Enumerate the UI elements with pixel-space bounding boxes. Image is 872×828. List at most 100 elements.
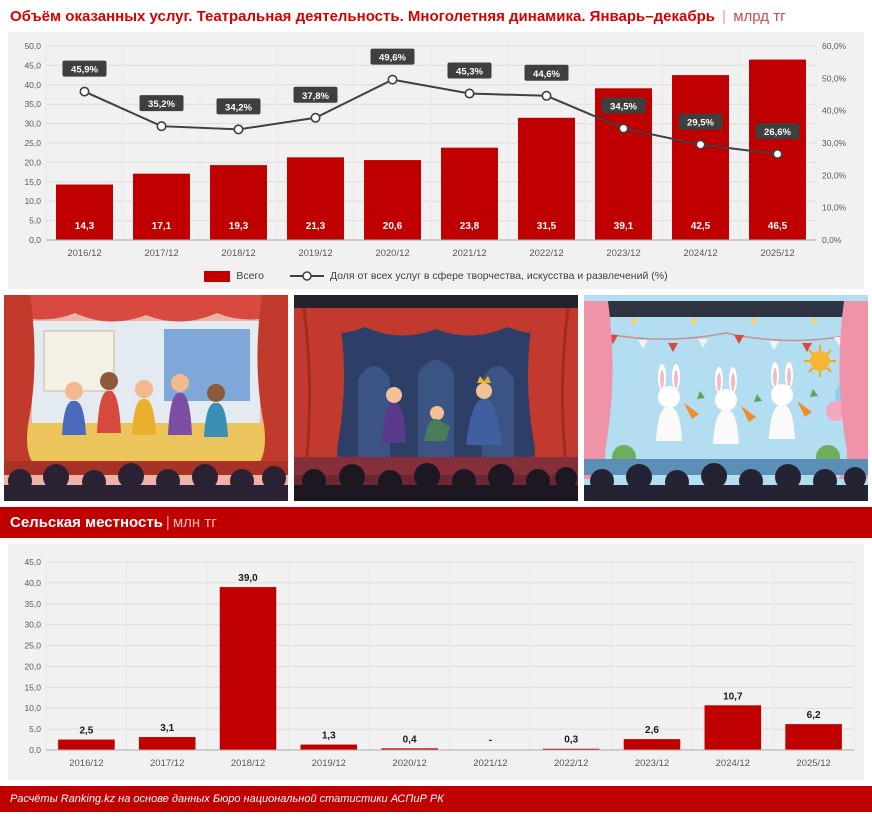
line-marker <box>233 124 244 135</box>
x-axis-label: 2019/12 <box>312 758 346 769</box>
bar-value-label: 17,1 <box>152 221 172 232</box>
bar-2022/12 <box>542 748 600 750</box>
line-value-label: 45,9% <box>71 65 98 76</box>
left-axis-tick: 35,0 <box>24 599 41 609</box>
bar-2016/12 <box>58 739 115 750</box>
curtain-right <box>256 295 288 467</box>
line-label-box <box>62 60 107 77</box>
x-axis-label: 2024/12 <box>716 758 750 769</box>
rural-title-text: Сельская местность <box>10 514 163 531</box>
bar-2019/12 <box>287 157 344 240</box>
rural-chart-block: 0,0 5,0 10,0 15,0 20,0 25,0 30,0 35,0 40,0 45,0 2,… <box>8 544 864 780</box>
performers <box>62 372 228 437</box>
line-marker <box>618 123 629 134</box>
bar-2019/12 <box>300 744 358 750</box>
curtain-valance <box>294 308 578 336</box>
rural-title-unit: млн тг <box>172 514 217 531</box>
left-axis-tick: 45,0 <box>24 557 41 567</box>
curtain-left <box>584 301 614 479</box>
x-axis-label: 2022/12 <box>554 758 588 769</box>
rural-bar-chart: 0,0 5,0 10,0 15,0 20,0 25,0 30,0 35,0 40,0 45,0 2,… <box>24 557 855 769</box>
actors <box>382 376 502 445</box>
legend-bar-swatch <box>204 270 231 282</box>
bar-value-label: 31,5 <box>537 221 557 232</box>
line-marker <box>772 148 783 159</box>
bar-2021/12 <box>441 147 498 240</box>
line-label-box <box>524 64 569 81</box>
bar-value-label: 23,8 <box>460 221 480 232</box>
bar-2023/12 <box>623 739 681 750</box>
left-axis-tick: 0,0 <box>29 745 41 755</box>
light-rig <box>294 295 578 308</box>
title-unit: млрд тг <box>733 8 786 25</box>
bunny-dancer <box>656 364 705 441</box>
bar-2020/12 <box>381 748 438 750</box>
line-value-label: 35,2% <box>148 99 175 110</box>
x-axis-label: 2019/12 <box>298 248 332 259</box>
bar-value-label: 3,1 <box>160 723 174 734</box>
left-axis-tick: 10,0 <box>24 703 41 713</box>
x-axis-label: 2025/12 <box>760 248 794 259</box>
x-axis-label: 2017/12 <box>150 758 184 769</box>
curtain-valance <box>4 295 288 322</box>
legend-item-share: Доля от всех услуг в сфере творчества, и… <box>289 270 668 282</box>
line-marker <box>310 112 321 123</box>
x-axis-label: 2017/12 <box>144 248 178 259</box>
bar-2023/12 <box>595 88 652 241</box>
bar-value-label: 0,4 <box>403 734 417 745</box>
rural-title-separator: | <box>165 514 170 531</box>
title-separator: | <box>722 8 727 25</box>
light-rig <box>602 301 850 317</box>
x-axis-label: 2016/12 <box>69 758 103 769</box>
theater-stage-illustration-2 <box>294 295 578 501</box>
legend-item-total: Всего <box>204 270 264 282</box>
left-axis-tick: 40,0 <box>24 80 41 90</box>
right-axis-tick: 40,0% <box>822 106 847 116</box>
sun-icon <box>804 345 836 377</box>
source-footer: Расчёты Ranking.kz на основе данных Бюро… <box>0 786 872 812</box>
bar-2024/12 <box>704 705 762 750</box>
page-title: Объём оказанных услуг. Театральная деяте… <box>0 0 872 30</box>
line-label-box <box>139 95 184 112</box>
left-axis-tick: 20,0 <box>24 157 41 167</box>
left-axis-tick: 40,0 <box>24 578 41 588</box>
right-axis-tick: 60,0% <box>822 41 847 51</box>
left-axis-tick: 50,0 <box>24 41 41 51</box>
line-label-box <box>216 98 261 115</box>
left-axis-tick: 30,0 <box>24 620 41 630</box>
bar-value-label: 0,3 <box>564 735 578 746</box>
bar-2025/12 <box>785 724 842 750</box>
theater-stage-illustration-1 <box>4 295 288 501</box>
line-label-box <box>755 122 800 139</box>
left-axis-tick: 25,0 <box>24 138 41 148</box>
bar-2018/12 <box>219 587 277 750</box>
theater-stage-illustration-3 <box>584 295 868 501</box>
left-axis-tick: 35,0 <box>24 99 41 109</box>
bar-2017/12 <box>133 173 190 240</box>
bar-2017/12 <box>138 737 196 750</box>
bar-value-label: 14,3 <box>75 221 95 232</box>
main-combo-chart: 0,0 5,0 10,0 15,0 20,0 25,0 30,0 35,0 40,0 45,0 50… <box>24 41 847 259</box>
line-marker <box>695 139 706 150</box>
left-axis-tick: 20,0 <box>24 661 41 671</box>
line-marker <box>79 86 90 97</box>
x-axis-label: 2020/12 <box>375 248 409 259</box>
right-axis-tick: 50,0% <box>822 73 847 83</box>
section-title-rural: Сельская местность | млн тг <box>0 507 872 538</box>
line-value-label: 44,6% <box>533 69 560 80</box>
bar-2022/12 <box>518 117 575 240</box>
left-axis-tick: 30,0 <box>24 119 41 129</box>
bar-value-label: 10,7 <box>723 691 743 702</box>
bar-value-label: 42,5 <box>691 221 711 232</box>
line-marker <box>387 74 398 85</box>
bar-value-label: 2,6 <box>645 725 659 736</box>
left-axis-tick: 10,0 <box>24 196 41 206</box>
line-value-label: 37,8% <box>302 91 329 102</box>
line-label-box <box>678 113 723 130</box>
share-line <box>84 78 778 155</box>
line-marker <box>156 121 167 132</box>
left-axis-tick: 25,0 <box>24 641 41 651</box>
line-value-label: 34,2% <box>225 102 252 113</box>
line-marker <box>464 88 475 99</box>
audience-silhouette <box>4 463 288 501</box>
